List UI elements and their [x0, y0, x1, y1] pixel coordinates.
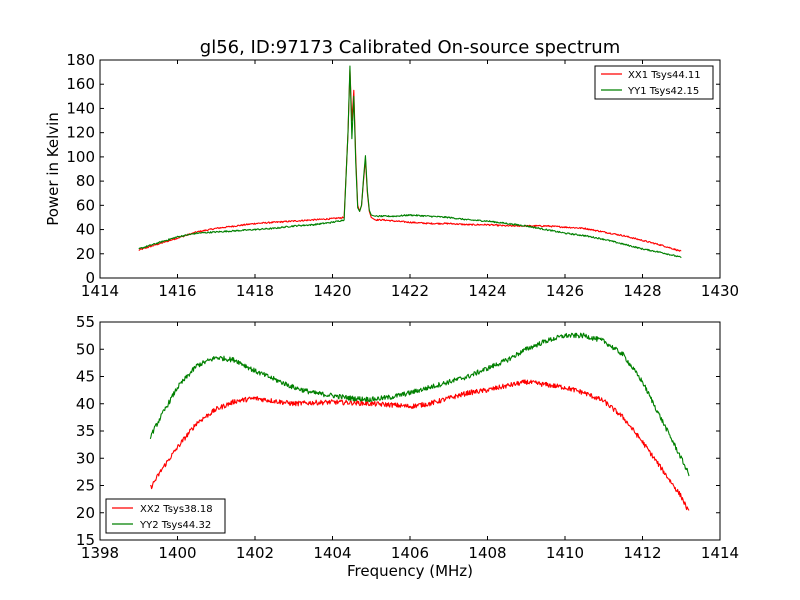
top-y-axis-label: Power in Kelvin: [44, 112, 62, 226]
top-legend-label-xx1: XX1 Tsys44.11: [628, 70, 701, 81]
top-x-tick-label: 1430: [701, 282, 739, 300]
bottom-x-tick-label: 1410: [546, 544, 584, 562]
top-axis-ticks: 1414 1416 1418 1420 1422 1424 1426 1428 1430 0 20 4…: [66, 51, 739, 300]
bottom-y-tick-label: 45: [76, 368, 95, 386]
top-y-tick-label: 60: [76, 196, 95, 214]
bottom-x-tick-label: 1414: [701, 544, 739, 562]
top-y-tick-label: 140: [66, 99, 95, 117]
top-series-lines: [138, 65, 682, 259]
top-y-tick-label: 80: [76, 172, 95, 190]
top-y-tick-label: 40: [76, 221, 95, 239]
x-axis-label: Frequency (MHz): [347, 562, 473, 580]
bottom-legend: XX2 Tsys38.18 YY2 Tsys44.32: [105, 498, 226, 534]
top-x-tick-label: 1428: [623, 282, 661, 300]
bottom-series-lines: [149, 332, 690, 511]
bottom-y-tick-label: 40: [76, 395, 95, 413]
top-series-line-1: [138, 69, 682, 252]
bottom-axis-ticks: 1398 1400 1402 1404 1406 1408 1410 1412 1414 15 20…: [76, 313, 739, 562]
top-legend: XX1 Tsys44.11 YY1 Tsys42.15: [594, 65, 714, 100]
bottom-y-tick-label: 30: [76, 449, 95, 467]
bottom-y-tick-label: 50: [76, 340, 95, 358]
top-y-tick-label: 180: [66, 51, 95, 69]
top-x-tick-label: 1416: [158, 282, 196, 300]
bottom-legend-label-xx2: XX2 Tsys38.18: [140, 504, 213, 515]
top-x-tick-label: 1418: [236, 282, 274, 300]
bottom-y-tick-label: 20: [76, 504, 95, 522]
bottom-x-tick-label: 1406: [391, 544, 429, 562]
bottom-legend-box: [105, 498, 226, 534]
bottom-series-line-1: [149, 379, 690, 511]
top-legend-label-yy1: YY1 Tsys42.15: [627, 86, 699, 97]
top-x-tick-label: 1426: [546, 282, 584, 300]
top-x-tick-label: 1414: [81, 282, 119, 300]
bottom-panel: 1398 1400 1402 1404 1406 1408 1410 1412 1414 15 20…: [76, 313, 739, 580]
bottom-y-tick-label: 35: [76, 422, 95, 440]
bottom-x-tick-label: 1398: [81, 544, 119, 562]
bottom-series-line-2: [149, 332, 690, 477]
top-series-line-2: [138, 65, 682, 259]
top-x-tick-label: 1420: [313, 282, 351, 300]
bottom-x-tick-label: 1408: [468, 544, 506, 562]
figure-title: gl56, ID:97173 Calibrated On-source spec…: [200, 37, 620, 58]
bottom-x-tick-label: 1402: [236, 544, 274, 562]
top-y-tick-label: 20: [76, 245, 95, 263]
bottom-x-tick-label: 1400: [158, 544, 196, 562]
bottom-x-tick-label: 1404: [313, 544, 351, 562]
top-legend-box: [594, 65, 714, 100]
top-panel: 1414 1416 1418 1420 1422 1424 1426 1428 1430 0 20 4…: [44, 51, 739, 300]
top-y-tick-label: 120: [66, 124, 95, 142]
bottom-x-tick-label: 1412: [623, 544, 661, 562]
top-y-tick-label: 100: [66, 148, 95, 166]
top-y-tick-label: 160: [66, 75, 95, 93]
top-y-tick-label: 0: [85, 269, 95, 287]
bottom-y-tick-label: 25: [76, 477, 95, 495]
top-x-tick-label: 1422: [391, 282, 429, 300]
top-x-tick-label: 1424: [468, 282, 506, 300]
bottom-y-tick-label: 15: [76, 531, 95, 549]
bottom-legend-label-yy2: YY2 Tsys44.32: [139, 520, 211, 531]
bottom-y-tick-label: 55: [76, 313, 95, 331]
